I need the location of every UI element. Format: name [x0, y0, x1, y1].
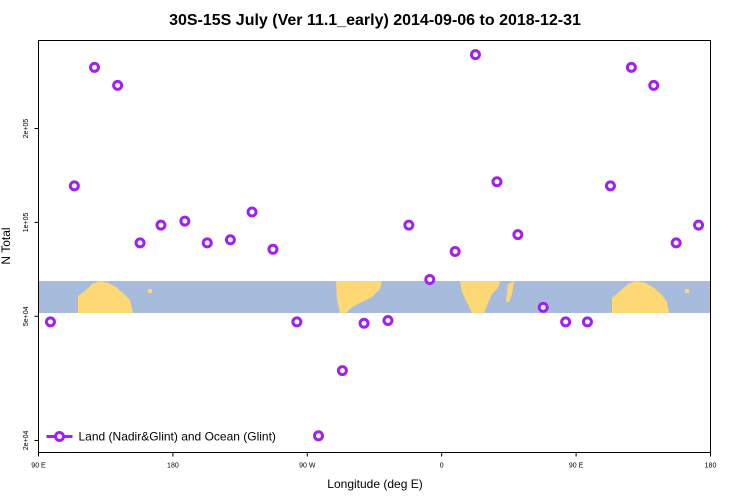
point	[424, 274, 436, 286]
point	[537, 301, 549, 313]
point	[89, 61, 100, 73]
plot-frame	[38, 40, 711, 453]
map-background	[39, 281, 710, 313]
x-tick-label: 0	[440, 463, 444, 470]
point	[246, 206, 258, 218]
y-tick-label: 1e+05	[23, 212, 30, 232]
x-axis-label: Longitude (deg E)	[327, 477, 422, 491]
land	[336, 281, 382, 313]
point	[134, 237, 146, 249]
point	[358, 317, 370, 329]
x-tick-label: 90 W	[299, 463, 316, 470]
x-tick-label: 180	[167, 463, 179, 470]
point	[648, 79, 660, 91]
chart-title: 30S-15S July (Ver 11.1_early) 2014-09-06…	[169, 12, 581, 29]
land	[460, 281, 500, 313]
point	[382, 314, 394, 326]
point	[112, 79, 124, 91]
legend-marker	[54, 431, 65, 442]
point	[670, 237, 682, 249]
point	[68, 180, 80, 192]
point	[313, 430, 324, 442]
land	[685, 289, 689, 293]
point	[403, 219, 415, 231]
legend-label: Land (Nadir&Glint) and Ocean (Glint)	[79, 430, 276, 444]
point	[693, 219, 705, 231]
point	[491, 176, 503, 188]
point	[625, 61, 637, 73]
point	[179, 215, 191, 227]
point	[267, 243, 279, 255]
point	[512, 229, 524, 241]
y-tick-label: 2e+04	[23, 431, 30, 451]
point	[44, 316, 56, 328]
x-tick-label: 90 E	[569, 463, 584, 470]
y-axis-label: N Total	[0, 227, 13, 264]
point	[291, 316, 303, 328]
land	[506, 281, 514, 302]
land	[78, 281, 133, 313]
point	[224, 234, 236, 246]
land	[612, 281, 669, 313]
point	[201, 237, 213, 249]
point	[581, 316, 593, 328]
y-tick-label: 2e+05	[23, 119, 30, 139]
point	[560, 316, 572, 328]
point	[155, 219, 167, 231]
point	[604, 180, 616, 192]
y-tick-label: 5e+04	[23, 306, 30, 326]
point	[469, 49, 481, 61]
x-tick-label: 90 E	[31, 463, 46, 470]
land	[148, 289, 152, 293]
x-tick-label: 180	[705, 463, 717, 470]
point	[336, 365, 348, 377]
point	[449, 245, 461, 257]
